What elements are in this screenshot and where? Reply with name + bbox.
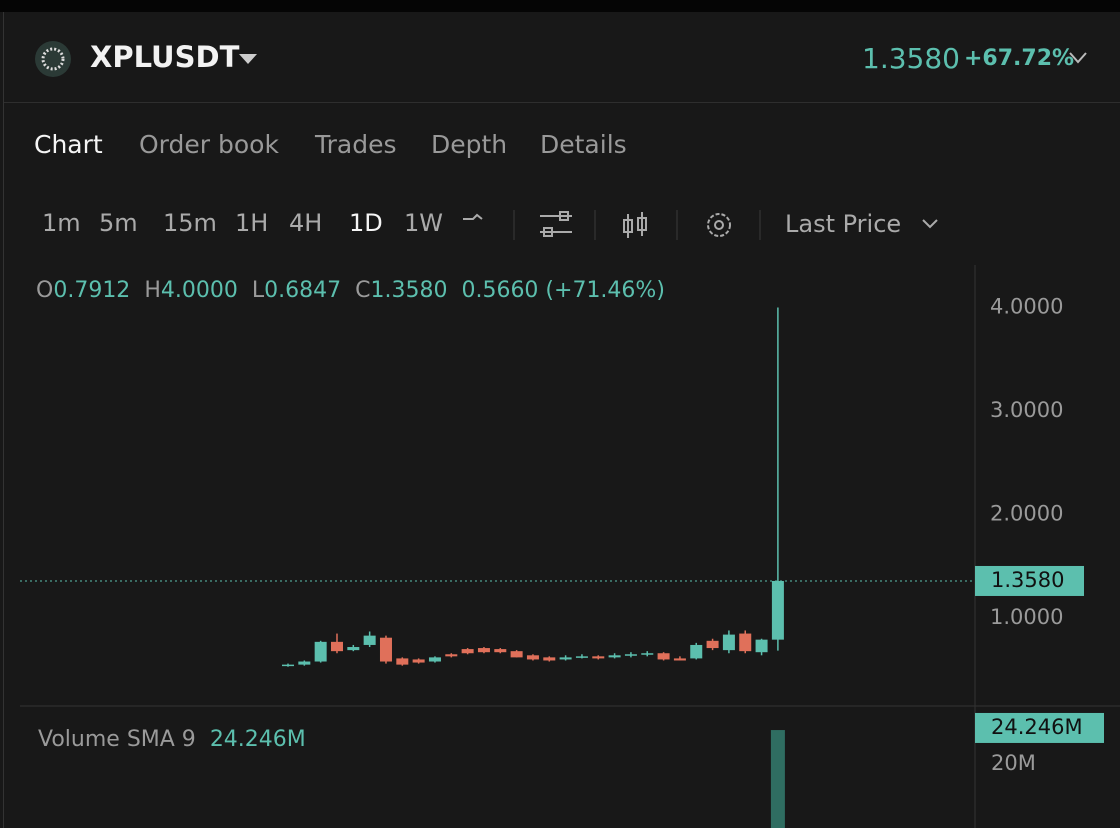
- candle-body: [575, 656, 588, 658]
- candle-body: [690, 644, 703, 659]
- volume-legend: Volume SMA 9 24.246M: [38, 727, 306, 752]
- left-border: [3, 12, 4, 828]
- ohlc-legend: O0.7912 H4.0000 L0.6847 C1.3580 0.5660 (…: [36, 278, 665, 303]
- candle-body: [608, 655, 621, 658]
- legend-value: 0.7912: [53, 278, 131, 303]
- candle-body: [592, 656, 605, 659]
- candle-body: [739, 633, 752, 652]
- legend-label: O: [36, 278, 54, 303]
- header-price: 1.3580: [862, 42, 960, 75]
- tab[interactable]: Details: [540, 130, 627, 159]
- candle-body: [347, 647, 360, 651]
- y-tick-label: 1.0000: [990, 605, 1063, 629]
- candle-body: [396, 658, 409, 665]
- candle-body: [673, 658, 686, 661]
- interval[interactable]: 1W: [404, 209, 443, 237]
- legend-value: 4.0000: [160, 278, 238, 303]
- candle-body: [282, 664, 294, 667]
- price-source[interactable]: Last Price: [785, 210, 902, 238]
- last-price-label: 1.3580: [991, 568, 1064, 592]
- candle-body: [771, 580, 784, 640]
- legend-label: L: [251, 278, 265, 303]
- candle-body: [412, 659, 425, 663]
- tab[interactable]: Order book: [139, 130, 279, 159]
- tab[interactable]: Trades: [315, 130, 397, 159]
- candle-body: [706, 640, 719, 649]
- candle-body: [755, 639, 768, 653]
- candle-body: [722, 634, 735, 651]
- interval[interactable]: 15m: [163, 209, 217, 237]
- volume-tick-label: 20M: [991, 751, 1036, 775]
- candle-body: [461, 649, 474, 654]
- interval[interactable]: 1D: [349, 209, 383, 237]
- legend-change: 0.5660 (+71.46%): [461, 278, 665, 303]
- tab[interactable]: Chart: [34, 130, 103, 159]
- volume-bar: [770, 730, 785, 828]
- candle-body: [559, 657, 572, 660]
- symbol[interactable]: XPLUSDT: [90, 40, 240, 74]
- interval[interactable]: 4H: [289, 209, 323, 237]
- candle-body: [543, 657, 556, 661]
- top-bar: [0, 0, 1120, 12]
- legend-label: C: [355, 278, 371, 303]
- tab[interactable]: Depth: [431, 130, 508, 159]
- interval[interactable]: 1m: [42, 209, 81, 237]
- coin-icon: [35, 41, 71, 77]
- candle-body: [624, 654, 637, 656]
- candle-body: [428, 657, 441, 662]
- candle-body: [330, 641, 343, 652]
- volume-sma-box: [975, 712, 1104, 743]
- candle-body: [298, 661, 311, 665]
- candle-body: [445, 654, 458, 657]
- legend-value: 0.6847: [264, 278, 342, 303]
- candle-body: [314, 641, 327, 662]
- volume-sma: 24.246M: [209, 727, 306, 752]
- candle-body: [510, 651, 523, 658]
- candle-body: [526, 655, 539, 660]
- legend-value: 1.3580: [370, 278, 448, 303]
- legend-label: H: [144, 278, 161, 303]
- volume-title: Volume SMA 9: [38, 727, 196, 752]
- last-price-box: [975, 565, 1084, 596]
- header-dropdown[interactable]: [1068, 50, 1090, 66]
- volume-sma-label: 24.246M: [991, 715, 1083, 739]
- interval[interactable]: 5m: [99, 209, 138, 237]
- candle-body: [363, 635, 376, 645]
- candle-body: [641, 653, 654, 655]
- y-tick-label: 3.0000: [990, 398, 1063, 422]
- candle-body: [657, 653, 670, 660]
- candle-body: [379, 637, 392, 662]
- interval[interactable]: 1H: [235, 209, 269, 237]
- candle-body: [477, 648, 490, 653]
- y-tick-label: 2.0000: [990, 502, 1063, 526]
- candle-body: [494, 649, 507, 653]
- header-change: +67.72%: [964, 46, 1075, 71]
- y-tick-label: 4.0000: [990, 294, 1063, 318]
- toolbar-icons: [463, 210, 938, 240]
- symbol-dropdown[interactable]: [238, 52, 260, 66]
- divider: [4, 102, 1120, 103]
